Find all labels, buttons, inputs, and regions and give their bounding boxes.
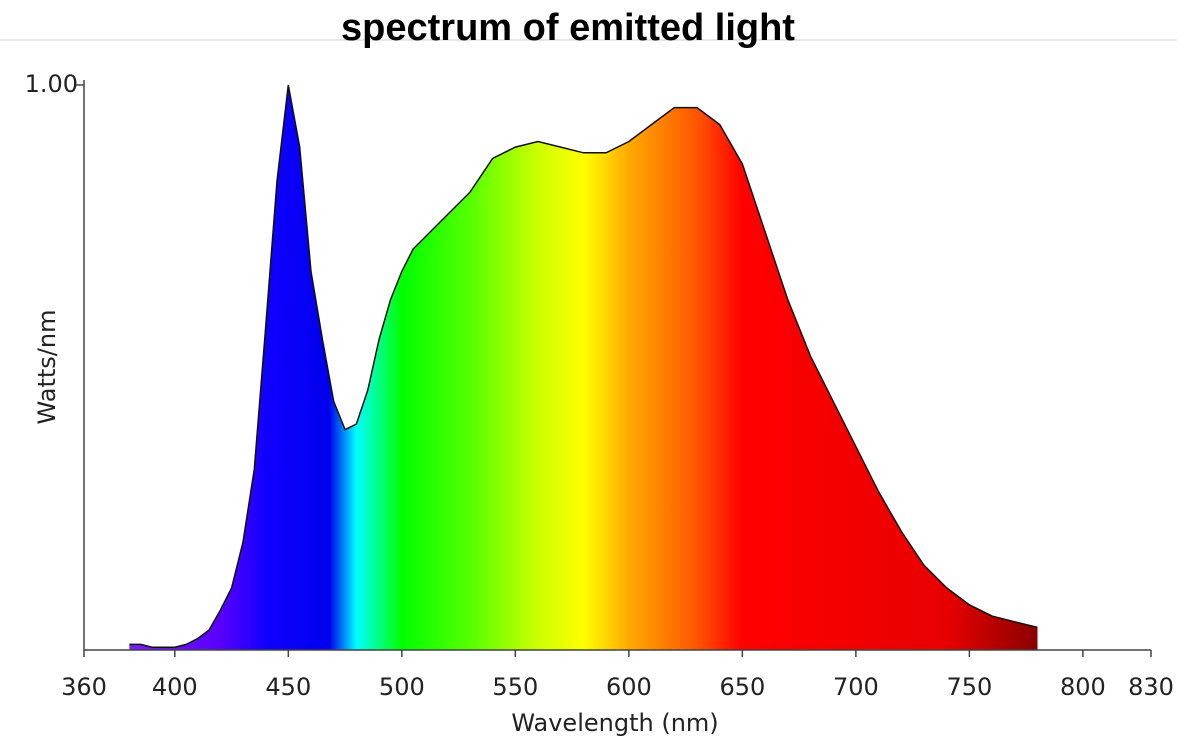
- x-tick-label: 750: [946, 673, 992, 701]
- x-tick-label: 800: [1060, 673, 1106, 701]
- y-tick-label: 1.00: [25, 70, 78, 98]
- x-tick-label: 500: [379, 673, 425, 701]
- x-tick-label: 830: [1128, 673, 1174, 701]
- x-axis-label: Wavelength (nm): [511, 709, 718, 737]
- x-tick-label: 360: [61, 673, 107, 701]
- x-tick-label: 650: [719, 673, 765, 701]
- x-tick-label: 700: [833, 673, 879, 701]
- spectrum-area: [129, 85, 1038, 650]
- chart-title: spectrum of emitted light: [341, 7, 795, 49]
- x-tick-label: 600: [606, 673, 652, 701]
- x-tick-label: 550: [492, 673, 538, 701]
- x-tick-label: 400: [152, 673, 198, 701]
- spectrum-outline: [129, 84, 1038, 648]
- x-tick-label: 450: [265, 673, 311, 701]
- y-axis-label: Watts/nm: [33, 310, 61, 425]
